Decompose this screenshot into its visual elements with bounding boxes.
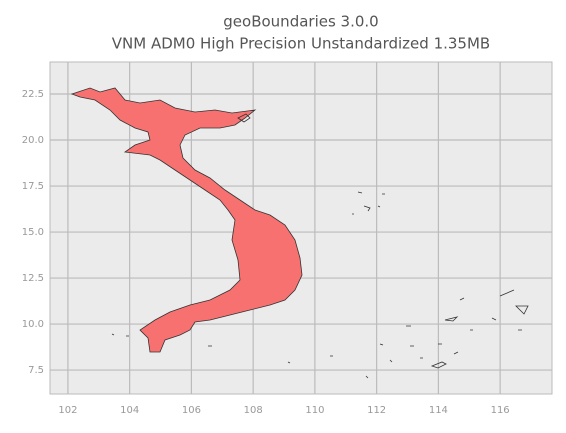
x-tick-label: 116 <box>491 405 510 416</box>
x-tick-label: 106 <box>182 405 201 416</box>
islands <box>111 113 529 379</box>
chart-subtitle: VNM ADM0 High Precision Unstandardized 1… <box>112 35 490 53</box>
y-tick-label: 22.5 <box>22 89 44 100</box>
x-tick-label: 104 <box>120 405 139 416</box>
country-shape <box>70 87 529 379</box>
mainland <box>70 87 303 353</box>
y-tick-label: 15.0 <box>22 227 44 238</box>
y-tick-label: 17.5 <box>22 181 44 192</box>
y-tick-label: 20.0 <box>22 135 44 146</box>
x-tick-label: 110 <box>305 405 324 416</box>
x-tick-label: 102 <box>58 405 77 416</box>
y-tick-label: 7.5 <box>28 365 44 376</box>
x-tick-label: 112 <box>367 405 386 416</box>
y-tick-label: 12.5 <box>22 273 44 284</box>
grid <box>50 62 552 394</box>
x-tick-label: 108 <box>244 405 263 416</box>
ticks: 102 104 106 108 110 112 114 116 7.5 10.0 12.5 15.0 1… <box>22 89 510 416</box>
x-tick-label: 114 <box>429 405 448 416</box>
chart-title: geoBoundaries 3.0.0 <box>223 13 378 31</box>
y-tick-label: 10.0 <box>22 319 44 330</box>
